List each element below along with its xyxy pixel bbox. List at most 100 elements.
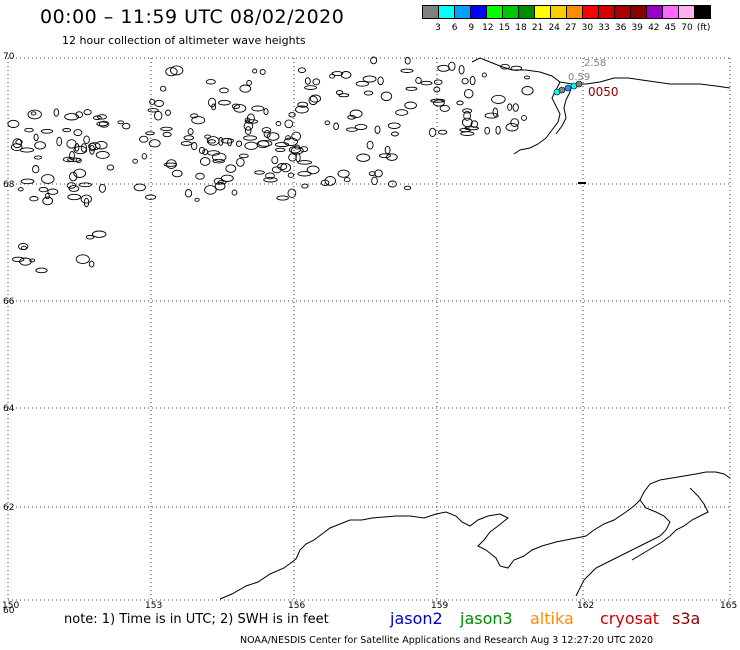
wave-contour <box>244 126 252 136</box>
legend-tick: 3 <box>435 23 441 33</box>
wave-contour <box>21 245 27 251</box>
wave-contour <box>439 104 450 112</box>
wave-contour <box>141 153 147 160</box>
wave-contour <box>106 164 115 171</box>
wave-contour <box>433 86 441 93</box>
wave-contour <box>297 101 309 108</box>
wave-contour <box>53 108 60 117</box>
wave-contour <box>236 157 245 167</box>
wave-contour <box>404 101 417 110</box>
wave-contour <box>505 122 519 132</box>
wave-contour <box>370 56 378 65</box>
wave-contour <box>238 153 249 159</box>
wave-contour <box>92 115 102 121</box>
wave-contour <box>500 63 510 70</box>
wave-contour <box>463 88 474 99</box>
wave-contour <box>171 169 183 178</box>
wave-contour <box>139 135 149 143</box>
wave-contour <box>433 79 443 85</box>
coastline <box>219 57 731 600</box>
wave-contour <box>68 185 80 192</box>
wave-contour <box>387 122 401 129</box>
wave-contour <box>484 126 491 135</box>
wave-contour <box>287 172 295 178</box>
wave-contour <box>208 97 217 108</box>
wave-contour <box>362 75 377 83</box>
wave-contour <box>461 117 473 128</box>
wave-contour <box>333 122 339 131</box>
color-legend: 3 6 9 12 15 18 21 24 27 30 33 36 39 42 45 70 (ft) <box>422 5 711 33</box>
wave-contour <box>507 103 513 111</box>
wave-contour <box>89 144 95 155</box>
wave-contour <box>199 157 211 166</box>
wave-contour <box>470 120 479 128</box>
wave-contour <box>95 150 110 159</box>
wave-contour <box>202 148 209 156</box>
wave-contour <box>395 109 409 116</box>
wave-contour <box>191 142 198 151</box>
wave-contour <box>198 146 206 154</box>
wave-contour <box>337 169 350 178</box>
wave-contour <box>288 153 297 162</box>
legend-tick: 12 <box>482 23 494 33</box>
wave-contour <box>495 125 501 135</box>
wave-contour <box>117 120 124 125</box>
wave-contour <box>491 94 506 104</box>
wave-contour <box>263 108 269 116</box>
wave-contour <box>29 196 39 202</box>
wave-contour <box>428 127 437 138</box>
legend-tick: 30 <box>581 23 594 33</box>
wave-contour <box>437 64 450 72</box>
legend-jason2: jason2 <box>390 609 443 628</box>
coastline-sound-east <box>555 83 573 135</box>
wave-contour <box>266 132 280 141</box>
wave-contour <box>27 109 42 120</box>
wave-contour <box>297 171 312 177</box>
legend-tick: 27 <box>565 23 577 33</box>
wave-contour <box>66 157 81 163</box>
wave-contour <box>40 128 54 134</box>
wave-contour <box>415 77 422 84</box>
wave-contour <box>30 111 37 116</box>
wave-contour <box>244 141 259 150</box>
wave-contour <box>291 131 302 141</box>
coastline-peninsula <box>575 499 671 597</box>
wave-contour <box>219 87 229 94</box>
coastline-inlet <box>631 487 709 561</box>
wave-contour <box>145 131 155 136</box>
wave-contour <box>69 151 75 161</box>
wave-contour <box>80 143 87 153</box>
wave-contour <box>261 127 272 134</box>
wave-contour <box>69 171 78 182</box>
wave-contour <box>62 128 72 133</box>
coastline-south <box>219 471 731 600</box>
wave-contour <box>287 188 297 198</box>
wave-contour <box>309 94 322 103</box>
wave-contour <box>97 114 107 120</box>
wave-contour <box>274 142 290 148</box>
wave-contour <box>206 136 220 146</box>
wave-contour <box>133 183 146 192</box>
wave-contour <box>12 256 25 263</box>
wave-contour <box>371 176 378 186</box>
wave-contour <box>154 110 163 121</box>
wave-contour <box>246 80 252 86</box>
legend-tick: 24 <box>548 23 560 33</box>
wave-contour <box>297 67 307 74</box>
wave-contour <box>213 177 224 185</box>
wave-contour <box>17 187 24 192</box>
wave-contour <box>24 127 34 133</box>
footer-note: note: 1) Time is in UTC; 2) SWH is in fe… <box>64 612 329 627</box>
legend-jason3: jason3 <box>460 609 513 628</box>
wave-contour <box>304 77 311 85</box>
wave-contour <box>297 160 313 165</box>
wave-contour <box>304 85 318 90</box>
wave-contour <box>251 105 265 112</box>
wave-contour <box>306 165 320 175</box>
legend-tick: 21 <box>531 23 544 33</box>
wave-contour <box>265 172 275 180</box>
observation-marker <box>564 84 572 92</box>
wave-contour <box>378 153 391 159</box>
wave-contour <box>233 104 247 113</box>
wave-contour <box>263 177 278 183</box>
